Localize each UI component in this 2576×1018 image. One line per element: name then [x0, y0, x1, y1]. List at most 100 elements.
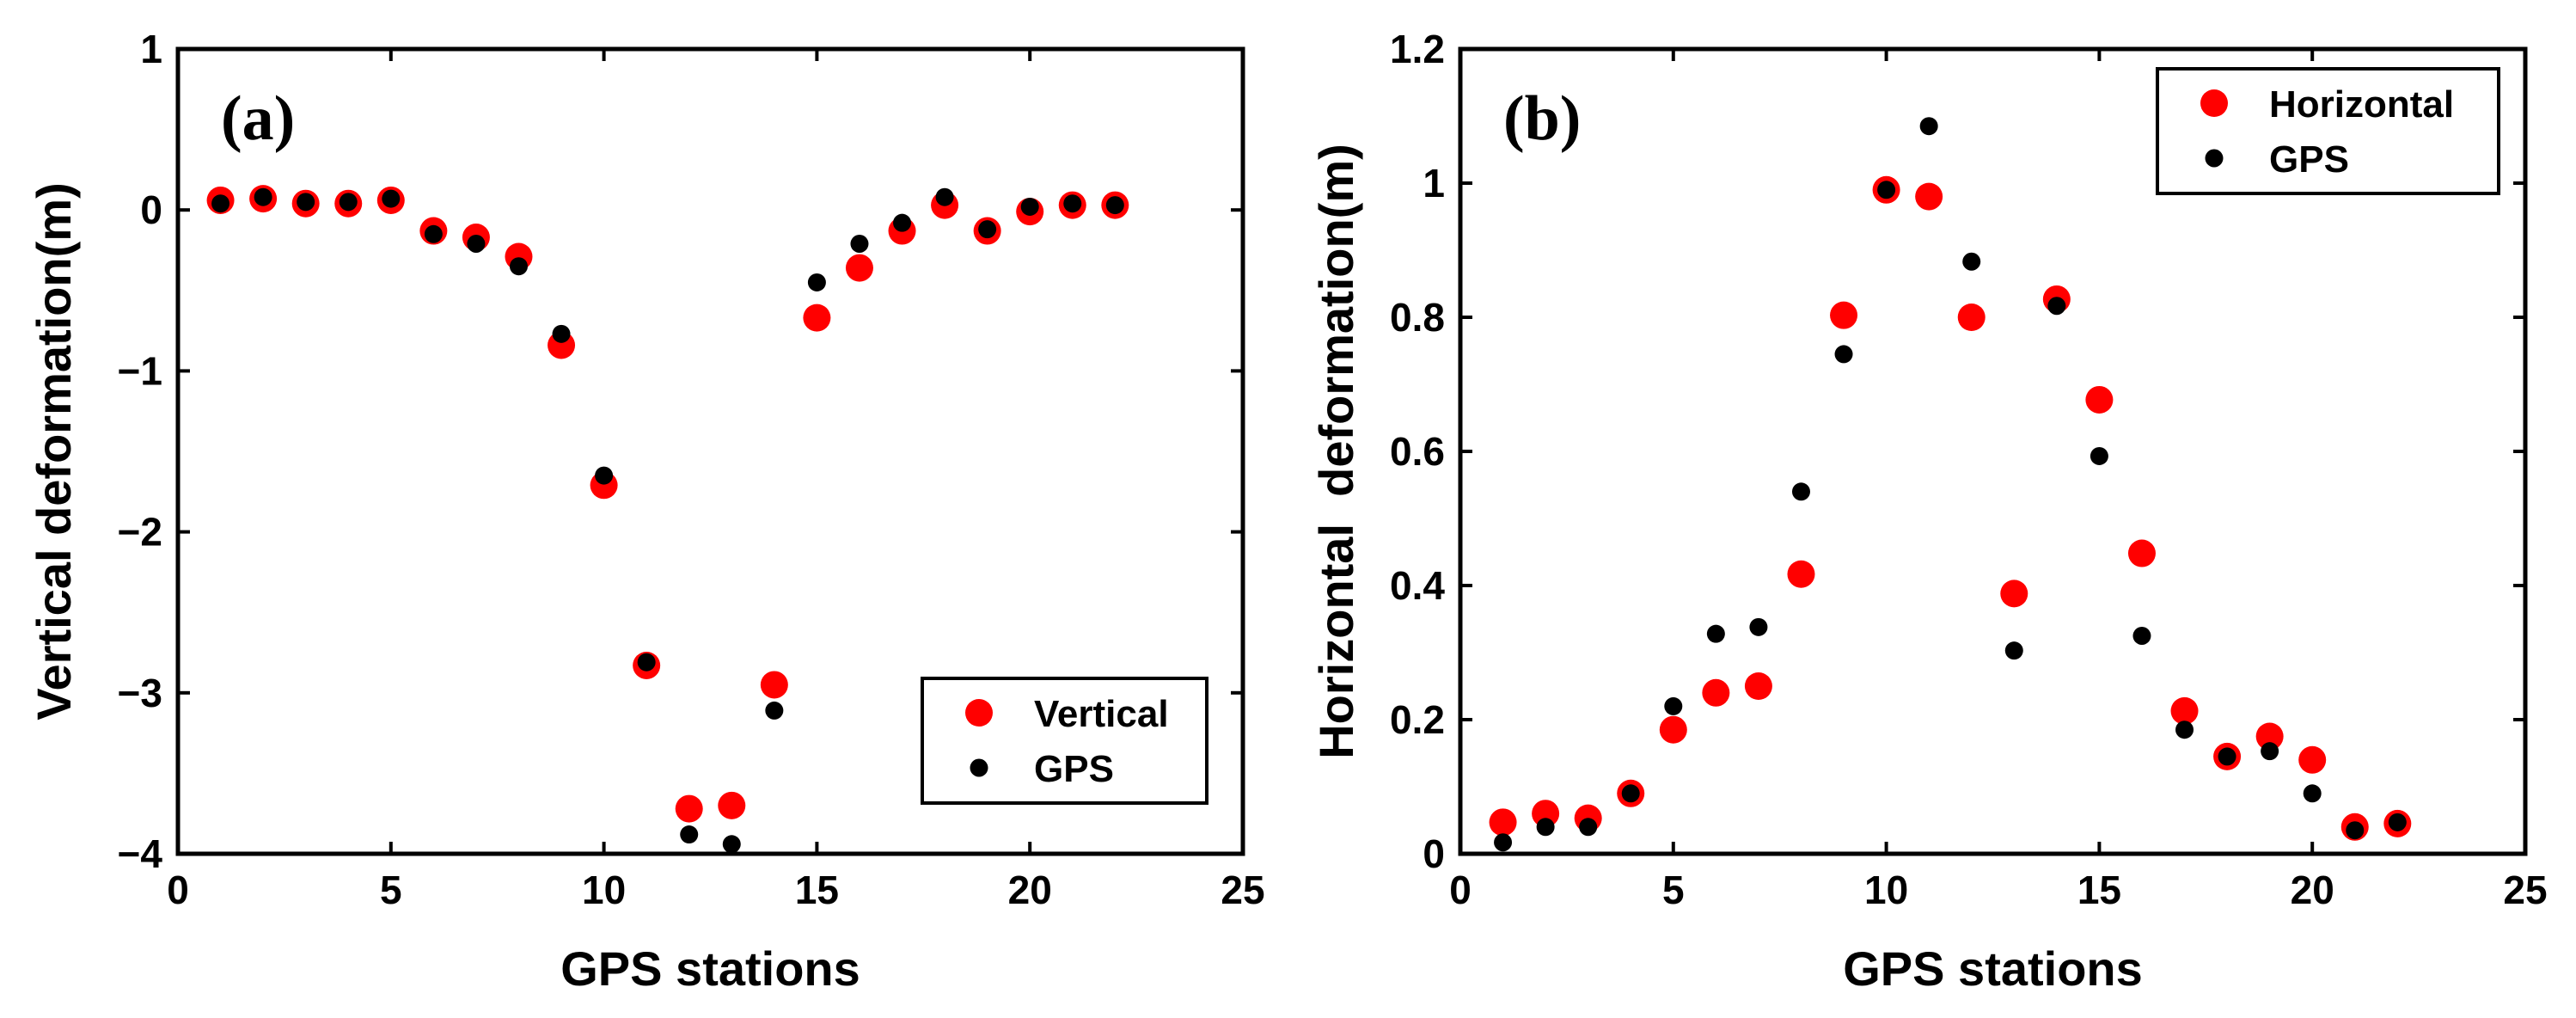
data-point-horizontal — [2127, 539, 2156, 567]
data-point-gps — [722, 835, 741, 854]
data-point-horizontal — [2298, 745, 2327, 774]
x-tick-label: 15 — [795, 868, 839, 912]
data-point-horizontal — [1489, 808, 1517, 837]
x-tick-label: 5 — [1662, 868, 1685, 912]
data-point-gps — [2218, 747, 2236, 766]
data-point-gps — [467, 235, 486, 254]
x-tick-label: 0 — [1449, 868, 1472, 912]
data-point-gps — [680, 825, 699, 844]
y-axis-label: Horizontal deformation(m) — [1309, 144, 1363, 759]
plot-area-frame — [175, 46, 1245, 856]
data-point-gps — [637, 653, 656, 672]
data-point-gps — [382, 189, 401, 208]
data-point-gps — [1494, 833, 1513, 852]
data-point-horizontal — [2085, 385, 2114, 414]
legend-marker-vertical — [965, 699, 993, 727]
data-point-gps — [978, 220, 997, 239]
data-point-gps — [2388, 813, 2407, 831]
data-point-gps — [2132, 627, 2151, 645]
y-tick-label: 1.2 — [1390, 27, 1445, 71]
legend: Horizontal GPS — [2156, 67, 2500, 195]
x-tick-label: 0 — [167, 868, 189, 912]
data-point-gps — [1749, 617, 1768, 636]
x-tick-label: 10 — [1864, 868, 1908, 912]
data-point-gps — [2261, 742, 2279, 761]
y-tick-label: 0.2 — [1390, 697, 1445, 742]
legend-label-vertical: Vertical — [1034, 693, 1169, 735]
chart-panel-1: 0 5 10 15 20 25 −4 −3 −2 −1 0 1 GPS stations Vertical… — [27, 27, 1265, 996]
data-point-gps — [254, 187, 272, 206]
x-tick-label: 10 — [582, 868, 626, 912]
y-tick-label: 0.6 — [1390, 429, 1445, 474]
x-tick-label: 20 — [1008, 868, 1052, 912]
data-point-vertical — [803, 304, 831, 332]
y-tick-label: 1 — [140, 27, 162, 71]
legend-marker-horizontal — [2200, 89, 2228, 117]
data-point-gps — [2175, 721, 2194, 739]
data-point-horizontal — [1787, 560, 1815, 588]
x-axis-label: GPS stations — [560, 941, 860, 996]
x-tick-label: 5 — [380, 868, 402, 912]
data-point-horizontal — [1957, 304, 1986, 331]
chart-panel-2: 0 5 10 15 20 25 0 0.2 0.4 0.6 0.8 1 1.2 GPS stations H… — [1309, 27, 2548, 996]
data-point-horizontal — [2000, 580, 2028, 608]
data-point-gps — [2090, 446, 2108, 465]
data-point-vertical — [718, 791, 746, 819]
data-point-gps — [339, 193, 358, 212]
data-point-gps — [1919, 117, 1938, 136]
data-point-gps — [893, 213, 912, 232]
legend-box — [921, 677, 1208, 805]
y-tick-label: 0 — [1423, 831, 1445, 876]
data-point-horizontal — [2255, 722, 2284, 751]
panel-label: (a) — [221, 83, 295, 154]
data-point-gps — [2303, 784, 2322, 803]
data-point-horizontal — [1702, 678, 1730, 707]
data-point-gps — [1621, 784, 1640, 803]
data-point-gps — [1706, 624, 1725, 643]
x-tick-label: 20 — [2291, 868, 2334, 912]
data-point-gps — [807, 273, 826, 291]
data-point-gps — [211, 194, 230, 213]
data-point-gps — [1105, 196, 1124, 215]
data-point-gps — [297, 193, 315, 212]
legend-marker-gps — [970, 758, 988, 777]
series-gps — [211, 187, 1124, 854]
y-tick-label: −1 — [118, 348, 162, 393]
y-tick-label: 1 — [1423, 161, 1445, 205]
data-point-horizontal — [1830, 301, 1858, 329]
data-point-gps — [595, 466, 614, 485]
x-tick-label: 25 — [1221, 868, 1264, 912]
data-point-vertical — [845, 254, 873, 282]
x-axis-label: GPS stations — [1843, 941, 2143, 996]
x-tick-label: 15 — [2077, 868, 2121, 912]
data-point-gps — [765, 701, 784, 720]
data-point-gps — [1962, 252, 1981, 271]
x-tick-label: 25 — [2503, 868, 2547, 912]
series-gps — [1494, 117, 2407, 852]
data-point-gps — [1579, 818, 1598, 837]
data-point-horizontal — [1744, 672, 1772, 700]
data-point-gps — [1791, 482, 1810, 501]
data-point-gps — [1020, 197, 1039, 216]
y-tick-label: −3 — [118, 671, 162, 715]
data-point-horizontal — [2170, 696, 2199, 725]
legend-label-horizontal: Horizontal — [2269, 83, 2454, 126]
legend-label-gps: GPS — [2269, 138, 2349, 181]
data-point-vertical — [675, 794, 703, 823]
legend: Vertical GPS — [921, 677, 1208, 805]
data-point-gps — [1834, 345, 1853, 364]
data-point-horizontal — [1915, 182, 1943, 211]
data-point-gps — [424, 224, 443, 243]
data-point-gps — [509, 257, 528, 276]
data-point-gps — [2346, 821, 2365, 840]
legend-marker-gps — [2205, 149, 2224, 168]
y-tick-label: 0 — [140, 187, 162, 232]
data-point-gps — [2004, 641, 2023, 660]
data-point-gps — [1664, 696, 1683, 715]
panel-label: (b) — [1503, 83, 1581, 154]
series-horizontal — [1489, 175, 2412, 841]
data-point-horizontal — [1532, 800, 1560, 828]
data-point-vertical — [760, 671, 788, 699]
